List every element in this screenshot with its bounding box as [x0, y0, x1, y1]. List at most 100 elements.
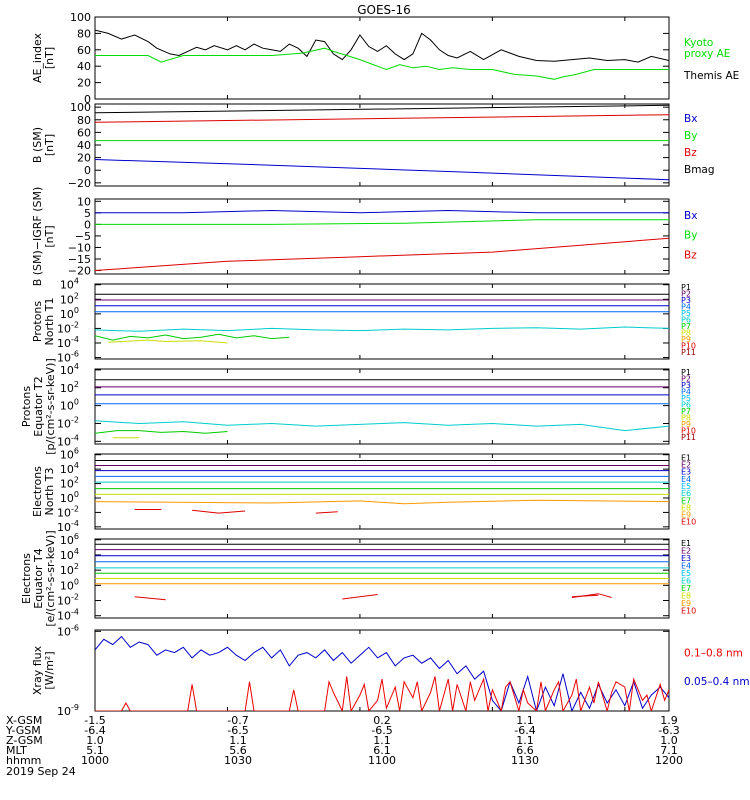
legend-label: Themis AE — [683, 70, 739, 82]
y-tick-label: 10-2 — [57, 415, 79, 430]
tick-exponent: 0 — [74, 490, 79, 499]
y-tick-label: 40 — [77, 60, 91, 73]
footer-value: -6.5 — [371, 724, 392, 737]
footer-value: -0.7 — [227, 714, 248, 727]
footer-value: 1030 — [224, 754, 252, 767]
legend-label: Bx — [684, 210, 697, 222]
series-group — [95, 209, 669, 271]
series-themis-ae — [95, 29, 669, 63]
legend-label: P3 — [681, 381, 691, 390]
y-tick-label: 10-9 — [57, 703, 79, 718]
footer-row-label: hhmm — [6, 754, 41, 767]
footer-value: 1.0 — [86, 734, 104, 747]
series-0-1-0-8-nm — [95, 676, 669, 711]
footer-value: -6.4 — [514, 724, 535, 737]
tick-exponent: 2 — [74, 291, 79, 300]
footer-value: 7.1 — [660, 744, 678, 757]
legend-label: P4 — [681, 302, 691, 311]
legend-label: E8 — [681, 591, 691, 600]
y-tick-label: −20 — [68, 265, 91, 278]
panel-frame — [94, 368, 670, 445]
y-tick-label: 10-2 — [57, 320, 79, 335]
legend-label: By — [684, 130, 697, 142]
tick-exponent: 4 — [74, 461, 79, 470]
series-e10 — [315, 511, 338, 514]
legend-label: E5 — [681, 569, 691, 578]
series-e10 — [571, 594, 599, 598]
tick-exponent: 0 — [74, 398, 79, 407]
footer-value: -1.5 — [84, 714, 105, 727]
legend-label: P6 — [681, 315, 691, 324]
footer-row-label: MLT — [6, 744, 27, 757]
tick-exponent: -2 — [71, 504, 79, 513]
footer-row-label: X-GSM — [6, 714, 42, 727]
series-e10 — [342, 594, 378, 600]
legend-label: E6 — [681, 576, 691, 585]
y-axis-label: Protons — [20, 386, 33, 427]
footer-value: 1.1 — [229, 734, 247, 747]
y-tick-label: 100 — [60, 306, 79, 321]
y-tick-label: 104 — [60, 461, 79, 476]
series-0-05-0-4-nm — [95, 635, 669, 711]
tick-exponent: -2 — [71, 593, 79, 602]
y-axis-label: [nT] — [43, 225, 56, 247]
footer-value: 6.1 — [373, 744, 391, 757]
y-tick-label: −10 — [68, 241, 91, 254]
y-tick-label: 102 — [60, 380, 79, 395]
tick-exponent: 4 — [74, 362, 79, 371]
footer-value: -6.4 — [84, 724, 105, 737]
legend-label: Bz — [684, 249, 697, 261]
series-group — [95, 460, 669, 514]
y-tick-label: 60 — [77, 44, 91, 57]
legend-label: proxy AE — [684, 48, 730, 60]
series-group — [95, 104, 669, 181]
legend-label: P9 — [681, 420, 691, 429]
legend-label: P2 — [681, 374, 691, 383]
panel-frame — [94, 198, 670, 275]
footer-date: 2019 Sep 24 — [6, 765, 76, 778]
tick-exponent: -4 — [71, 335, 79, 344]
legend-label: P1 — [681, 368, 691, 377]
legend-label: P11 — [681, 348, 696, 357]
y-tick-label: 80 — [77, 114, 91, 127]
legend-label: Bx — [684, 113, 697, 125]
y-tick-label: 10-6 — [57, 623, 79, 638]
y-axis-label: North T1 — [43, 298, 56, 346]
legend-label: E3 — [681, 554, 691, 563]
tick-exponent: 6 — [74, 447, 79, 456]
y-tick-label: 60 — [77, 126, 91, 139]
legend-label: E9 — [681, 599, 691, 608]
y-tick-label: 0 — [84, 164, 91, 177]
series-bx — [95, 209, 669, 214]
y-axis-label: Xray flux — [31, 645, 44, 695]
series-e10 — [192, 509, 246, 514]
tick-exponent: 0 — [74, 577, 79, 586]
legend-label: E10 — [681, 606, 696, 615]
footer-value: 1.9 — [660, 714, 678, 727]
tick-exponent: 2 — [74, 380, 79, 389]
series-by — [95, 219, 669, 225]
y-tick-label: −20 — [68, 177, 91, 190]
legend-label: P10 — [681, 427, 696, 436]
legend-label: P5 — [681, 309, 691, 318]
footer-value: 1.0 — [660, 734, 678, 747]
tick-exponent: -6 — [71, 350, 79, 359]
panel-8: 10-9 10-6 Xray flux [W/m²] 0.1–0.8 nm 0.05–0.… — [31, 623, 750, 718]
legend-label: E2 — [681, 546, 691, 555]
y-tick-label: 10-4 — [57, 335, 79, 350]
legend-label: E2 — [681, 461, 691, 470]
legend-label: 0.05–0.4 nm — [684, 676, 750, 688]
footer-row-label: Y-GSM — [5, 724, 41, 737]
legend-label: E1 — [681, 539, 691, 548]
panel-frame — [94, 283, 670, 360]
footer-value: 6.6 — [516, 744, 534, 757]
y-axis-label: Equator T4 — [32, 548, 45, 608]
y-tick-label: 102 — [60, 476, 79, 491]
y-tick-label: 100 — [60, 490, 79, 505]
series-bz — [95, 114, 669, 123]
legend-label: P7 — [681, 407, 691, 416]
y-tick-label: 104 — [60, 277, 79, 292]
